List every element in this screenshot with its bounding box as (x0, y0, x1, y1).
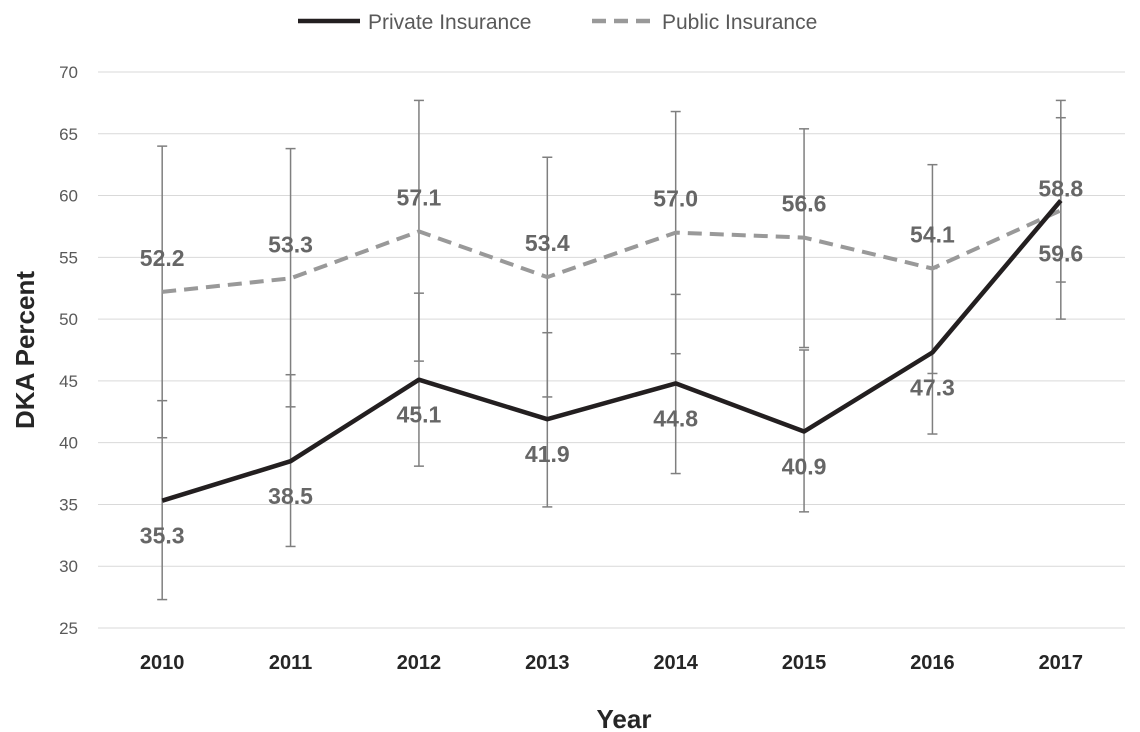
legend-item-public: Public Insurance (592, 11, 817, 34)
data-label-public-2014: 57.0 (653, 186, 698, 212)
data-label-private-2017: 59.6 (1038, 240, 1083, 266)
x-axis-title: Year (597, 704, 652, 732)
data-label-private-2015: 40.9 (782, 454, 827, 480)
data-label-private-2013: 41.9 (525, 441, 570, 467)
x-tick-2017: 2017 (1039, 652, 1084, 674)
x-tick-2014: 2014 (653, 652, 698, 674)
data-label-private-2014: 44.8 (653, 405, 698, 431)
x-tick-2016: 2016 (910, 652, 955, 674)
series-lines (161, 199, 1063, 503)
y-tick-55: 55 (59, 248, 78, 267)
data-labels: 35.3 38.5 45.1 41.9 44.8 40.9 47.3 59.6 52.2 53.3… (140, 175, 1084, 548)
gridlines (98, 71, 1125, 629)
y-tick-30: 30 (59, 557, 78, 576)
series-line-private (161, 199, 1063, 503)
y-tick-35: 35 (59, 495, 78, 514)
error-bar-public-2010 (157, 145, 168, 439)
x-tick-2011: 2011 (269, 652, 312, 674)
x-tick-2013: 2013 (525, 652, 570, 674)
data-label-private-2012: 45.1 (397, 402, 442, 428)
y-tick-25: 25 (59, 619, 78, 638)
y-tick-50: 50 (59, 310, 78, 329)
series-line-public (161, 208, 1062, 294)
legend: Private Insurance Public Insurance (298, 11, 817, 34)
error-bars (157, 99, 1066, 601)
data-label-public-2013: 53.4 (525, 230, 570, 256)
data-label-public-2012: 57.1 (397, 184, 442, 210)
y-tick-45: 45 (59, 372, 78, 391)
error-bar-public-2017 (1055, 116, 1066, 283)
x-tick-2015: 2015 (782, 652, 827, 674)
error-bar-public-2011 (285, 147, 296, 408)
legend-item-private: Private Insurance (298, 11, 531, 34)
x-tick-2010: 2010 (140, 652, 185, 674)
data-label-public-2016: 54.1 (910, 221, 955, 247)
data-label-private-2011: 38.5 (268, 483, 313, 509)
legend-label-public: Public Insurance (662, 11, 817, 34)
y-tick-60: 60 (59, 187, 78, 206)
y-tick-40: 40 (59, 434, 78, 453)
data-label-private-2010: 35.3 (140, 523, 185, 549)
y-axis-ticks: 25 30 35 40 45 50 55 60 65 70 (59, 63, 78, 638)
y-axis-title: DKA Percent (10, 271, 40, 429)
y-tick-65: 65 (59, 125, 78, 144)
data-label-private-2016: 47.3 (910, 374, 955, 400)
data-label-public-2017: 58.8 (1038, 175, 1083, 201)
x-axis-ticks: 2010 2011 2012 2013 2014 2015 2016 2017 (140, 652, 1083, 674)
legend-label-private: Private Insurance (368, 11, 531, 34)
x-tick-2012: 2012 (397, 652, 442, 674)
data-label-public-2015: 56.6 (782, 191, 827, 217)
y-tick-70: 70 (59, 63, 78, 82)
data-label-public-2011: 53.3 (268, 231, 313, 257)
data-label-public-2010: 52.2 (140, 245, 185, 271)
